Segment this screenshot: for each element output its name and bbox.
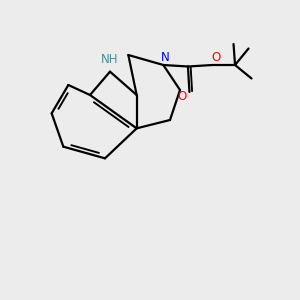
Text: N: N xyxy=(160,51,169,64)
Text: NH: NH xyxy=(101,53,119,66)
Text: O: O xyxy=(177,90,187,103)
Text: O: O xyxy=(211,51,220,64)
